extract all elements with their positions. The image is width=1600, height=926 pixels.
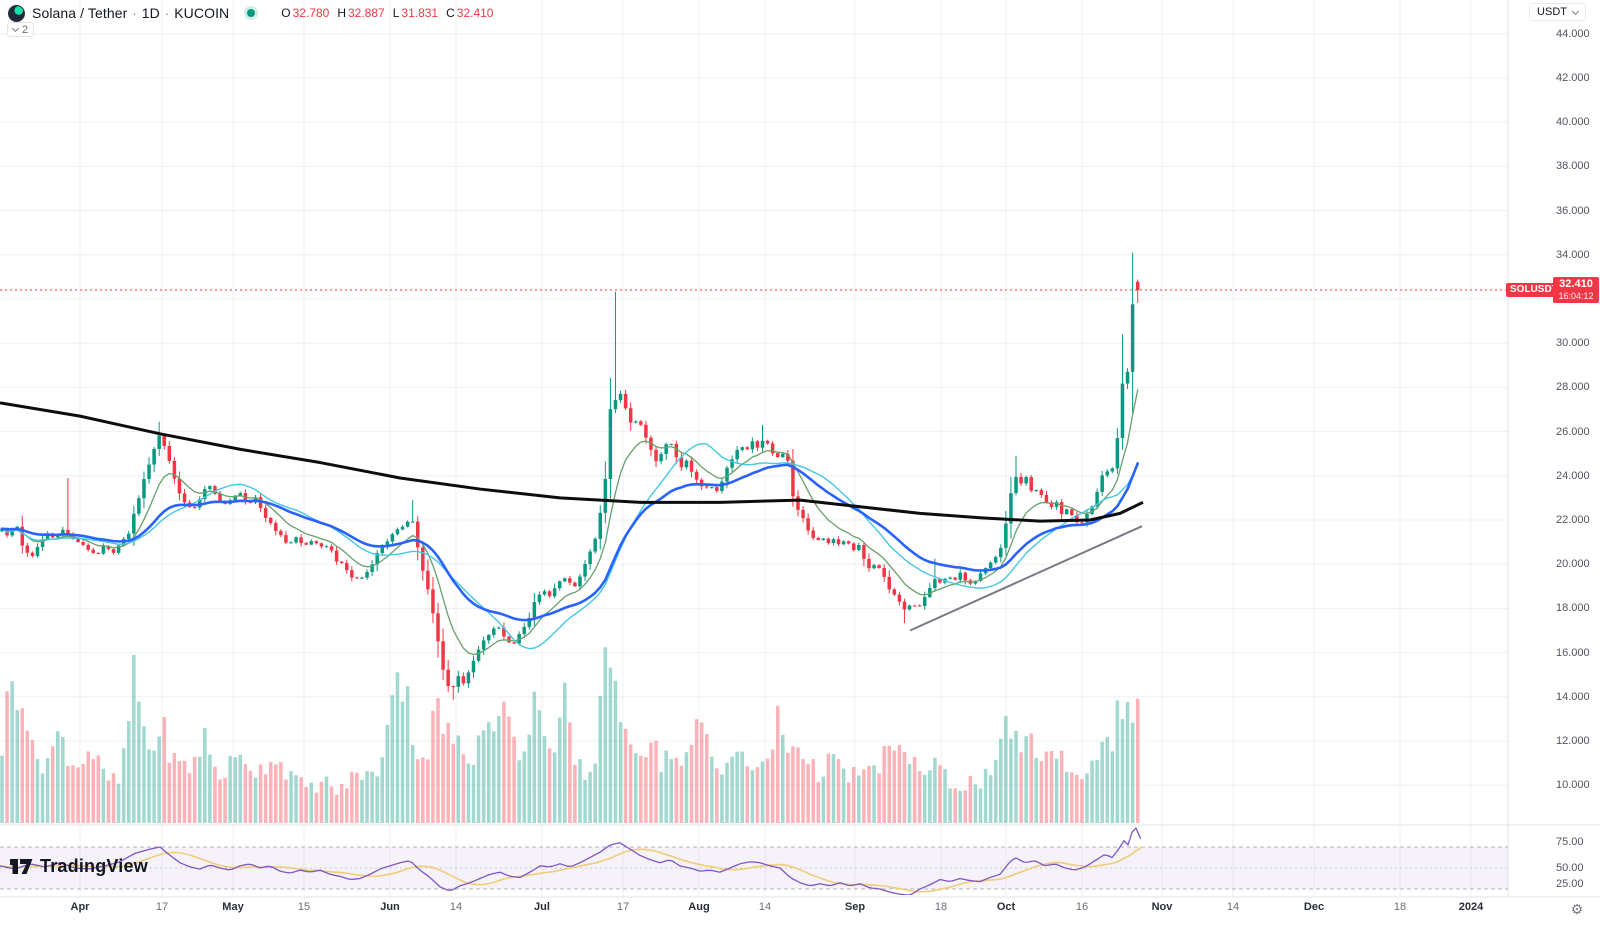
time-tick-label: 17 <box>616 901 630 913</box>
time-tick-label: 18 <box>934 901 948 913</box>
last-price-value: 32.410 <box>1559 277 1593 290</box>
bar-countdown: 16:04:12 <box>1558 290 1594 301</box>
rsi-pane <box>0 827 1508 895</box>
last-price-symbol-tag: SOLUSDT <box>1506 282 1562 297</box>
time-tick-label: Sep <box>844 901 866 913</box>
time-tick-label: Aug <box>688 901 710 913</box>
rsi-tick-label: 75.00 <box>1556 835 1584 848</box>
time-tick-label: Apr <box>70 901 90 913</box>
time-tick-label: 14 <box>758 901 772 913</box>
price-tick-label: 34.000 <box>1556 248 1590 261</box>
exchange-label: KUCOIN <box>174 5 230 21</box>
time-tick-label: 16 <box>1075 901 1089 913</box>
time-tick-label: May <box>222 901 244 913</box>
last-price-symbol: SOLUSDT <box>1510 284 1558 296</box>
open-label: O <box>281 6 291 20</box>
indicators-count: 2 <box>22 23 29 36</box>
trendline-layer <box>909 525 1143 632</box>
price-tick-label: 22.000 <box>1556 514 1590 526</box>
price-tick-label: 20.000 <box>1556 558 1590 571</box>
rsi-ma-line <box>0 846 1142 893</box>
high-label: H <box>337 6 346 20</box>
price-tick-label: 24.000 <box>1556 469 1590 482</box>
time-tick-label: Nov <box>1151 901 1173 913</box>
currency-toggle-button[interactable]: USDT <box>1529 3 1586 21</box>
price-tick-label: 10.000 <box>1556 779 1590 792</box>
ma-green-line <box>1 389 1139 656</box>
time-tick-label: 15 <box>297 901 311 913</box>
time-tick-label: Jun <box>380 901 400 913</box>
tradingview-logo-text: TradingView <box>40 856 148 876</box>
low-label: L <box>392 6 400 20</box>
rsi-tick-label: 50.00 <box>1556 862 1584 874</box>
open-value: 32.780 <box>292 6 330 20</box>
ohlc-values: O 32.780 H 32.887 L 31.831 C 32.410 <box>273 6 493 20</box>
tradingview-logo-icon <box>10 858 33 874</box>
interval-label[interactable]: 1D <box>141 5 160 21</box>
axis-settings-gear-icon[interactable]: ⚙ <box>1570 901 1584 917</box>
time-tick-label: 14 <box>449 901 463 913</box>
price-tick-label: 42.000 <box>1556 72 1590 84</box>
time-tick-label: 2024 <box>1458 901 1484 913</box>
volume-layer <box>0 647 1140 823</box>
price-tick-label: 38.000 <box>1556 160 1590 173</box>
price-tick-label: 36.000 <box>1556 204 1590 217</box>
title-separator: · <box>132 5 137 21</box>
price-tick-label: 16.000 <box>1556 646 1590 659</box>
price-tick-label: 14.000 <box>1556 690 1590 703</box>
rsi-tick-label: 25.00 <box>1556 878 1584 890</box>
close-value: 32.410 <box>456 6 494 20</box>
price-tick-label: 28.000 <box>1556 381 1590 394</box>
time-tick-label: Jul <box>534 901 550 913</box>
gridlines-layer <box>0 0 1508 897</box>
time-tick-label: 17 <box>155 901 169 913</box>
price-tick-label: 12.000 <box>1556 735 1590 747</box>
currency-label: USDT <box>1537 6 1567 18</box>
price-tick-label: 30.000 <box>1556 337 1590 350</box>
chevron-down-icon <box>1571 7 1580 15</box>
solana-logo-icon <box>8 4 25 22</box>
price-tick-label: 40.000 <box>1556 116 1590 129</box>
price-tick-label: 26.000 <box>1556 425 1590 438</box>
indicators-collapse-button[interactable]: 2 <box>7 22 35 37</box>
low-value: 31.831 <box>401 6 439 20</box>
price-tick-label: 18.000 <box>1556 602 1590 615</box>
close-label: C <box>446 6 455 20</box>
time-tick-label: 14 <box>1226 901 1240 913</box>
high-value: 32.887 <box>348 6 385 20</box>
candles-layer <box>0 252 1140 700</box>
time-tick-label: Dec <box>1303 901 1325 913</box>
chevron-down-icon <box>11 24 20 33</box>
tradingview-logo-link[interactable]: TradingView <box>10 856 148 877</box>
market-status-icon <box>247 9 256 17</box>
time-tick-label: Oct <box>996 901 1016 913</box>
symbol-title[interactable]: Solana / Tether <box>32 5 128 21</box>
last-price-label: 32.410 16:04:12 <box>1553 276 1599 303</box>
ma-blue-line <box>0 462 1139 622</box>
price-tick-label: 44.000 <box>1556 27 1590 40</box>
ma-black-line <box>0 401 1144 523</box>
title-separator: · <box>164 5 170 21</box>
rsi-line <box>0 827 1142 895</box>
time-tick-label: 18 <box>1393 901 1407 913</box>
pane-borders <box>0 0 1600 898</box>
